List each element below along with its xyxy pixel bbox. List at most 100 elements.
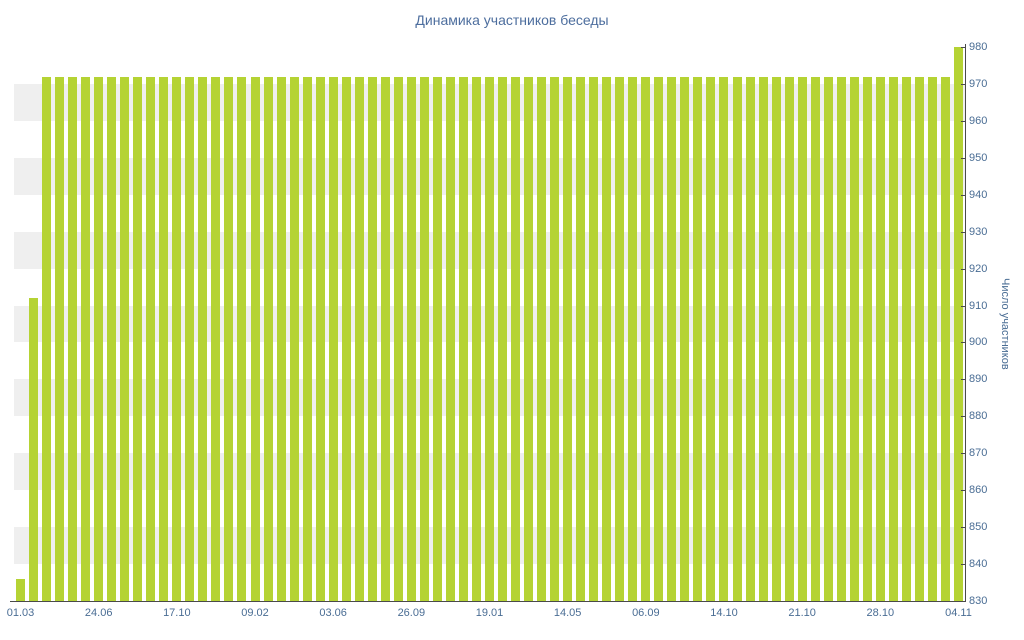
y-axis-line bbox=[965, 44, 966, 602]
bar bbox=[719, 76, 729, 601]
y-tick-mark bbox=[961, 231, 966, 233]
bar bbox=[537, 76, 547, 601]
x-tick-label: 26.09 bbox=[397, 607, 426, 619]
bar bbox=[55, 76, 65, 601]
bar bbox=[172, 76, 182, 601]
y-tick-mark bbox=[961, 416, 966, 418]
bar bbox=[550, 76, 560, 601]
plot-area bbox=[14, 47, 965, 601]
x-tick-label: 03.06 bbox=[319, 607, 347, 619]
bar bbox=[901, 76, 911, 601]
bar bbox=[276, 76, 286, 601]
y-tick-label: 960 bbox=[969, 114, 988, 127]
bar bbox=[914, 76, 924, 601]
bar bbox=[485, 76, 494, 601]
y-tick-mark bbox=[961, 47, 966, 48]
y-tick-mark bbox=[961, 157, 966, 159]
bar bbox=[302, 76, 312, 601]
bar bbox=[862, 76, 872, 601]
bar bbox=[263, 76, 273, 601]
bar bbox=[185, 76, 195, 601]
bar bbox=[328, 76, 338, 601]
y-tick-label: 870 bbox=[969, 447, 988, 460]
bar bbox=[953, 47, 963, 601]
bar bbox=[810, 76, 820, 601]
bar bbox=[458, 76, 468, 601]
bar bbox=[680, 76, 690, 601]
bar bbox=[471, 76, 481, 601]
bar bbox=[836, 76, 846, 601]
bar bbox=[107, 76, 117, 601]
bar bbox=[628, 76, 638, 601]
bar bbox=[289, 76, 299, 601]
y-axis-title: Число участников bbox=[999, 278, 1011, 370]
chart-title: Динамика участников беседы bbox=[415, 12, 609, 28]
bar bbox=[445, 76, 455, 601]
bar bbox=[354, 76, 364, 601]
bar bbox=[849, 76, 859, 601]
bar bbox=[211, 76, 221, 601]
bar bbox=[146, 76, 156, 601]
bar bbox=[875, 76, 885, 601]
x-tick-label: 14.10 bbox=[710, 607, 738, 619]
bar bbox=[888, 76, 898, 601]
bar bbox=[406, 76, 416, 601]
y-tick-mark bbox=[961, 120, 966, 122]
bar bbox=[16, 578, 25, 601]
bar bbox=[745, 76, 755, 601]
bar bbox=[224, 76, 234, 601]
x-tick-label: 04.11 bbox=[945, 607, 972, 619]
y-tick-mark bbox=[961, 490, 966, 492]
bar bbox=[524, 76, 534, 601]
y-tick-mark bbox=[961, 194, 966, 196]
bar bbox=[797, 76, 807, 601]
bar bbox=[693, 76, 703, 601]
bar bbox=[367, 76, 377, 601]
x-tick-label: 06.09 bbox=[632, 607, 660, 619]
x-tick-label: 14.05 bbox=[553, 607, 582, 619]
bar bbox=[380, 76, 390, 601]
y-tick-label: 970 bbox=[969, 77, 988, 90]
y-tick-mark bbox=[961, 527, 966, 529]
bar bbox=[159, 76, 169, 601]
y-tick-label: 980 bbox=[969, 41, 988, 53]
bar bbox=[654, 76, 664, 601]
y-tick-mark bbox=[961, 601, 966, 602]
x-tick-label: 01.03 bbox=[6, 607, 35, 619]
y-tick-label: 930 bbox=[969, 225, 988, 238]
x-tick-label: 09.02 bbox=[241, 607, 269, 619]
bar bbox=[198, 76, 208, 601]
y-tick-label: 830 bbox=[969, 595, 988, 607]
y-tick-label: 950 bbox=[969, 151, 988, 164]
bar bbox=[250, 76, 260, 601]
x-tick-label: 24.06 bbox=[84, 607, 113, 619]
bar bbox=[133, 76, 143, 601]
y-tick-label: 850 bbox=[969, 521, 988, 534]
bar bbox=[823, 76, 833, 601]
bar bbox=[393, 76, 403, 601]
y-tick-mark bbox=[961, 564, 966, 566]
y-tick-label: 880 bbox=[969, 410, 988, 423]
x-tick-label: 17.10 bbox=[163, 607, 191, 619]
bar bbox=[81, 76, 91, 601]
bar bbox=[940, 76, 950, 601]
x-tick-label: 21.10 bbox=[788, 607, 816, 619]
y-tick-mark bbox=[961, 305, 966, 307]
x-axis-line bbox=[10, 601, 966, 602]
bar bbox=[615, 76, 625, 601]
y-tick-label: 860 bbox=[969, 484, 988, 497]
y-tick-label: 900 bbox=[969, 336, 988, 349]
bar bbox=[706, 76, 716, 601]
bar bbox=[341, 76, 351, 601]
y-tick-label: 910 bbox=[969, 299, 988, 312]
bar bbox=[419, 76, 429, 601]
bar bbox=[120, 76, 130, 601]
y-tick-label: 920 bbox=[969, 262, 988, 275]
y-tick-mark bbox=[961, 379, 966, 381]
bar bbox=[315, 76, 325, 601]
bar bbox=[42, 76, 52, 601]
y-tick-label: 840 bbox=[969, 558, 988, 571]
bar bbox=[758, 76, 768, 601]
y-tick-mark bbox=[961, 342, 966, 344]
